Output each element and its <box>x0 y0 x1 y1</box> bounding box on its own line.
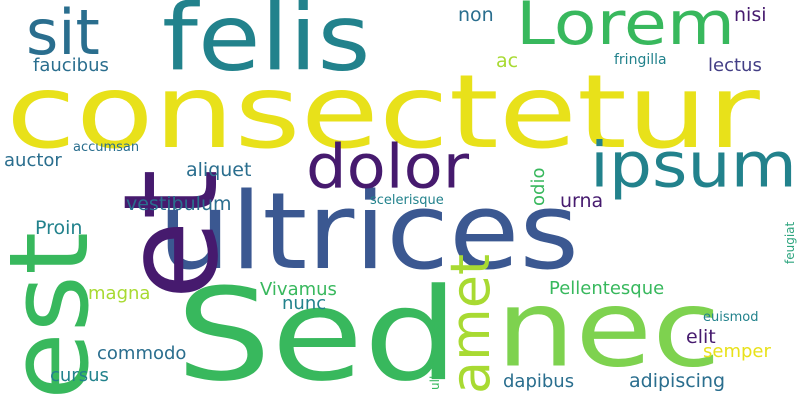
word-consectetur: consectetur <box>6 53 760 172</box>
word-odio: odio <box>528 167 549 206</box>
word-elit: elit <box>686 326 716 348</box>
word-sit: sit <box>26 0 100 69</box>
word-ullamcorper: ullamcorper <box>428 317 442 390</box>
word-sed: Sed <box>176 261 459 400</box>
word-et: et <box>95 169 247 300</box>
word-cursus: cursus <box>50 365 109 386</box>
word-feugiat: feugiat <box>783 221 797 264</box>
word-ultrices: ultrices <box>158 169 580 294</box>
word-non: non <box>458 4 494 26</box>
word-aliquet: aliquet <box>186 159 252 181</box>
word-vestibulum: vestibulum <box>126 193 232 215</box>
word-dapibus: dapibus <box>503 371 575 392</box>
word-nunc: nunc <box>282 293 327 314</box>
word-semper: semper <box>703 341 771 362</box>
word-vivamus: Vivamus <box>260 279 337 300</box>
word-scelerisque: scelerisque <box>370 193 444 208</box>
word-magna: magna <box>88 283 151 304</box>
word-ac: ac <box>496 50 519 72</box>
word-fringilla: fringilla <box>614 52 667 68</box>
word-commodo: commodo <box>97 343 187 364</box>
word-lorem: Lorem <box>516 0 736 59</box>
word-felis: felis <box>162 0 371 92</box>
word-proin: Proin <box>35 217 83 239</box>
word-urna: urna <box>560 190 604 212</box>
word-nec: nec <box>496 267 721 391</box>
word-nisi: nisi <box>734 4 767 26</box>
word-amet: amet <box>439 253 502 394</box>
word-ipsum: ipsum <box>590 129 797 203</box>
word-dolor: dolor <box>306 132 470 203</box>
word-accumsan: accumsan <box>73 140 140 155</box>
word-lectus: lectus <box>708 55 762 76</box>
word-euismod: euismod <box>703 310 759 325</box>
word-pellentesque: Pellentesque <box>549 278 665 299</box>
word-faucibus: faucibus <box>33 55 109 76</box>
word-auctor: auctor <box>4 150 62 171</box>
word-adipiscing: adipiscing <box>629 370 726 392</box>
